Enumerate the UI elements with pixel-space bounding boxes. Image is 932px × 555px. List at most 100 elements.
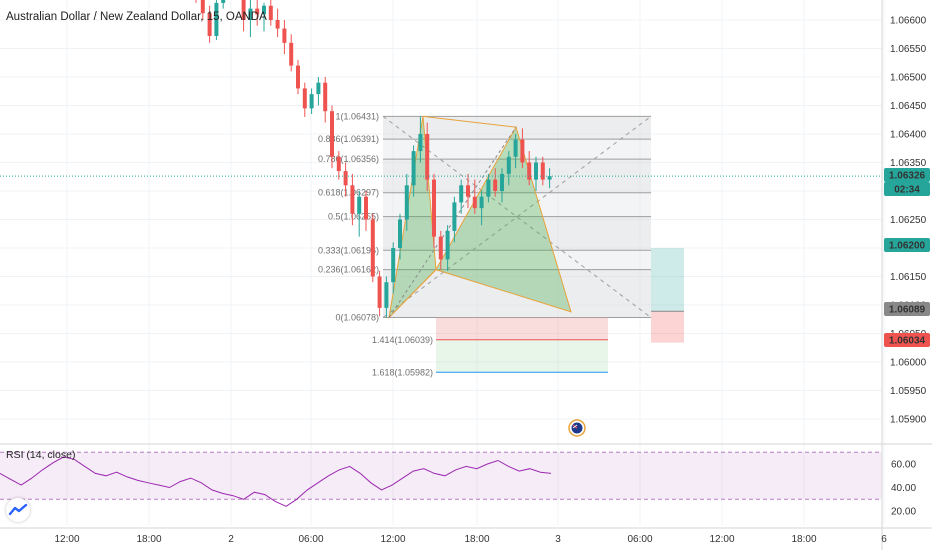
candle-body [323,82,328,112]
tradingview-logo-icon[interactable] [6,498,30,522]
candle-body [350,185,355,214]
fib-level-label: 0.5(1.06255) [328,212,379,222]
price-tick-label: 1.06500 [890,73,927,84]
rsi-title: RSI (14, close) [6,449,76,461]
candle-body [540,162,545,180]
candle-body [486,179,491,197]
extension-zone [436,317,608,340]
symbol-title: Australian Dollar / New Zealand Dollar, … [6,11,267,23]
price-badge [884,333,930,347]
price-tick-label: 1.06350 [890,158,927,169]
candle-body [425,134,430,180]
time-tick-label: 18:00 [136,534,161,545]
price-tick-label: 1.06000 [890,358,927,369]
time-tick-label: 06:00 [627,534,652,545]
rsi-tick-label: 20.00 [891,507,916,518]
candle-body [404,185,409,220]
rsi-line [0,456,552,507]
fib-retracement[interactable]: 1(1.06431) 0.886(1.06391) 0.786(1.06356) 0.… [318,111,652,323]
candle-body [262,5,266,15]
candle-body [377,276,382,308]
price-tick-label: 1.05900 [890,415,927,426]
price-badge-label: 1.06034 [889,336,926,347]
position-box[interactable] [651,248,684,343]
candle-body [445,230,450,260]
price-tick-label: 1.06450 [890,101,927,112]
price-badge-label: 02:34 [894,185,920,196]
candle-body [527,162,532,180]
candle-body [520,139,525,163]
fib-level-label: 0(1.06078) [335,313,379,323]
candle-body [343,171,348,186]
candle-body [275,20,280,29]
price-badge-label: 1.06200 [889,241,926,252]
grid-lines [0,0,885,525]
price-badge-label: 1.06089 [889,305,926,316]
rsi-band [0,452,882,500]
fib-level-label: 0.618(1.06297) [318,188,379,198]
price-tick-label: 1.06550 [890,44,927,55]
candle-body [309,94,314,109]
price-tick-label: 1.06250 [890,215,927,226]
candlestick-series [195,0,552,318]
candle-body [418,134,423,152]
time-tick-label: 18:00 [464,534,489,545]
fib-extensions[interactable]: 1.414(1.06039) 1.618(1.05982) [372,317,608,378]
candle-body [493,179,498,191]
extension-zone [436,339,608,373]
logo-mark [8,503,28,516]
fib-level-label: 0.333(1.06196) [318,245,379,255]
time-tick-label: 3 [555,534,561,545]
candle-body [316,82,321,95]
price-badge [884,238,930,252]
price-badge [884,302,930,316]
fib-zone [383,250,651,270]
candle-body [370,219,375,277]
candle-body [384,282,389,308]
time-tick-label: 12:00 [54,534,79,545]
candle-body [411,151,416,186]
candle-body [214,2,219,36]
candle-body [221,0,226,3]
candle-body [364,196,368,220]
candle-body [255,8,260,15]
time-tick-label: 06:00 [298,534,323,545]
candle-body [200,0,205,14]
fib-zone [383,192,651,217]
price-badges: 1.06326 02:34 1.06200 1.06089 1.06034 [884,168,930,347]
candle-body [466,185,470,197]
fib-level-label: 0.786(1.06356) [318,154,379,164]
fib-zone [383,216,651,251]
australia-flag-icon[interactable] [568,419,586,437]
candle-body [241,0,246,20]
candle-body [330,111,334,157]
price-tick-label: 1.06600 [890,16,927,27]
price-tick-label: 1.06150 [890,272,927,283]
candle-body [289,42,294,66]
candle-body [391,248,396,283]
candle-body [432,179,436,237]
extension-label: 1.618(1.05982) [372,367,433,377]
pattern-edge [422,115,517,128]
candle-body [479,196,484,209]
time-tick-label: 6 [881,534,887,545]
candle-body [302,88,307,109]
fib-level-label: 0.886(1.06391) [318,134,379,144]
candle-body [472,196,477,209]
candle-body [336,156,341,172]
price-badge [884,182,930,196]
price-badge-label: 1.06326 [889,171,926,182]
fib-level-label: 1(1.06431) [335,111,379,121]
stop-zone [651,311,684,343]
price-tick-label: 1.05950 [890,386,927,397]
pattern-edge [388,269,437,318]
candle-body [506,156,511,174]
candle-body [452,202,457,231]
candle-body [282,28,287,43]
time-tick-label: 18:00 [791,534,816,545]
rsi-polyline [0,456,552,507]
fib-level-label: 0.236(1.06162) [318,265,379,275]
price-badge [884,168,930,182]
